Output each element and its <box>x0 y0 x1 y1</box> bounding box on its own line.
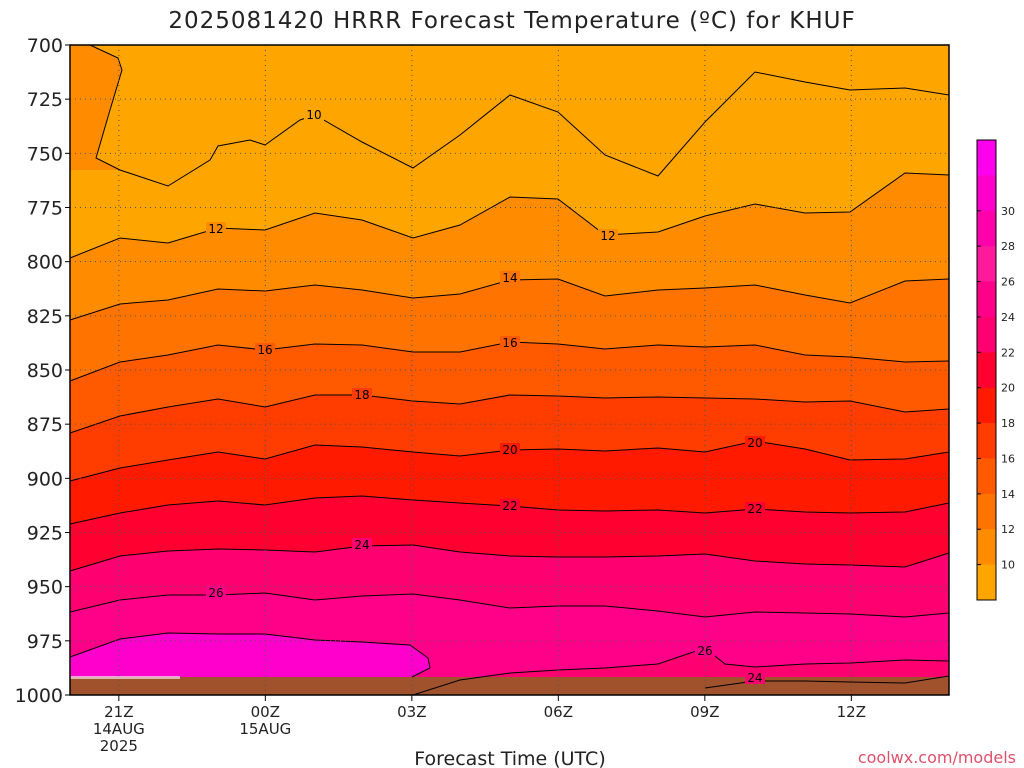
contour-label-24b: 24 <box>747 671 762 685</box>
y-axis: 700 725 750 775 800 825 850 875 900 925 950 975 1000 <box>15 35 70 707</box>
contour-label-18: 18 <box>354 388 369 402</box>
contour-labels: 10 12 12 14 16 16 18 20 20 22 22 24 24 2… <box>206 108 765 685</box>
ground-edge <box>70 676 180 679</box>
y-tick-label: 725 <box>27 89 63 111</box>
contour-28 <box>69 632 431 678</box>
colorbar-swatch <box>977 140 996 176</box>
colorbar-label: 24 <box>1001 311 1015 324</box>
colorbar-swatch <box>977 352 996 389</box>
colorbar-label: 10 <box>1001 559 1015 572</box>
x-tick-label: 00Z <box>251 703 280 721</box>
x-tick-label: 15AUG <box>239 720 291 738</box>
contour-label-20: 20 <box>502 443 517 457</box>
colorbar-swatch <box>977 458 996 495</box>
chart-title: 2025081420 HRRR Forecast Temperature (ºC… <box>168 8 855 34</box>
colorbar-label: 22 <box>1001 346 1015 359</box>
x-axis-label: Forecast Time (UTC) <box>414 748 605 768</box>
x-tick-label: 14AUG <box>93 720 145 738</box>
contour-label-20b: 20 <box>747 436 762 450</box>
x-tick-label: 03Z <box>397 703 426 721</box>
colorbar-swatch <box>977 281 996 318</box>
band-10-left <box>70 45 122 170</box>
y-tick-label: 825 <box>27 306 63 328</box>
y-tick-label: 1000 <box>15 685 63 707</box>
contour-18 <box>69 394 950 434</box>
colorbar-swatch <box>977 564 996 601</box>
x-tick-label: 09Z <box>690 703 719 721</box>
plot-area <box>70 45 949 695</box>
y-tick-label: 900 <box>27 468 63 490</box>
colorbar-label: 18 <box>1001 417 1015 430</box>
contour-label-26: 26 <box>208 586 223 600</box>
y-tick-label: 775 <box>27 198 63 220</box>
contour-label-10: 10 <box>306 108 321 122</box>
y-tick-label: 750 <box>27 143 63 165</box>
contour-label-22b: 22 <box>747 502 762 516</box>
colorbar-label: 26 <box>1001 276 1015 289</box>
colorbar-swatch <box>977 246 996 283</box>
x-tick-label: 12Z <box>837 703 866 721</box>
colorbar-label: 12 <box>1001 523 1015 536</box>
credit-text: coolwx.com/models <box>858 748 1016 767</box>
y-tick-label: 850 <box>27 360 63 382</box>
x-tick-label: 2025 <box>100 737 138 755</box>
contour-label-16b: 16 <box>502 336 517 350</box>
grid-lines <box>70 45 949 695</box>
y-tick-label: 925 <box>27 523 63 545</box>
colorbar-frame <box>976 139 997 601</box>
colorbar-label: 30 <box>1001 205 1015 218</box>
y-tick-label: 700 <box>27 35 63 57</box>
colorbar-label: 20 <box>1001 382 1015 395</box>
x-tick-label: 06Z <box>544 703 573 721</box>
colorbar-swatch <box>977 387 996 424</box>
colorbar-label: 28 <box>1001 240 1015 253</box>
colorbar-swatch <box>977 529 996 566</box>
ground-layer <box>70 677 949 695</box>
contour-label-12: 12 <box>208 222 223 236</box>
colorbar-swatch <box>977 210 996 247</box>
colorbar: 10 12 14 16 18 20 22 24 26 28 30 <box>976 139 1015 601</box>
x-tick-label: 21Z <box>104 703 133 721</box>
y-tick-label: 975 <box>27 631 63 653</box>
y-tick-label: 800 <box>27 252 63 274</box>
contour-label-12b: 12 <box>600 229 615 243</box>
contour-24 <box>69 544 950 572</box>
colorbar-swatch <box>977 175 996 212</box>
contour-label-22: 22 <box>502 499 517 513</box>
colorbar-swatch <box>977 493 996 530</box>
y-tick-label: 950 <box>27 577 63 599</box>
colorbar-label: 16 <box>1001 452 1015 465</box>
colorbar-swatch <box>977 423 996 459</box>
colorbar-swatch <box>977 316 996 353</box>
contour-label-24: 24 <box>354 538 369 552</box>
band-10 <box>70 45 949 186</box>
colorbar-label: 14 <box>1001 488 1015 501</box>
y-tick-label: 875 <box>27 414 63 436</box>
contour-10 <box>89 44 950 187</box>
band-28 <box>70 633 430 680</box>
contour-label-14: 14 <box>502 271 517 285</box>
